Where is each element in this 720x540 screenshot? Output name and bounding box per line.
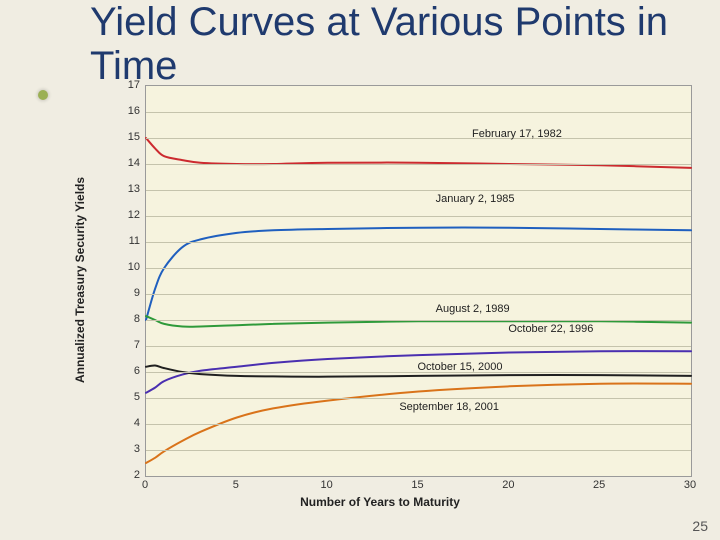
y-tick-label: 2	[116, 469, 140, 481]
x-tick-label: 25	[593, 479, 605, 491]
y-tick-label: 17	[116, 79, 140, 91]
y-tick-label: 10	[116, 261, 140, 273]
slide-title: Yield Curves at Various Points in Time	[90, 0, 690, 88]
grid-line	[146, 242, 691, 243]
grid-line	[146, 190, 691, 191]
y-tick-label: 5	[116, 391, 140, 403]
chart-svg	[146, 86, 691, 476]
x-tick-label: 5	[233, 479, 239, 491]
grid-line	[146, 450, 691, 451]
series-label: January 2, 1985	[436, 193, 515, 205]
y-tick-label: 9	[116, 287, 140, 299]
series-label: October 22, 1996	[508, 323, 593, 335]
grid-line	[146, 164, 691, 165]
y-tick-label: 7	[116, 339, 140, 351]
y-axis-label: Annualized Treasury Security Yields	[73, 177, 87, 383]
y-tick-label: 13	[116, 183, 140, 195]
bullet-icon	[38, 90, 48, 100]
x-tick-label: 10	[321, 479, 333, 491]
y-tick-label: 14	[116, 157, 140, 169]
grid-line	[146, 138, 691, 139]
grid-line	[146, 320, 691, 321]
y-tick-label: 8	[116, 313, 140, 325]
series-line	[146, 316, 691, 327]
y-tick-label: 3	[116, 443, 140, 455]
series-label: February 17, 1982	[472, 128, 562, 140]
yield-curve-chart: Annualized Treasury Security Yields Numb…	[60, 85, 700, 515]
x-tick-label: 0	[142, 479, 148, 491]
x-tick-label: 15	[411, 479, 423, 491]
grid-line	[146, 294, 691, 295]
grid-line	[146, 268, 691, 269]
grid-line	[146, 424, 691, 425]
y-tick-label: 4	[116, 417, 140, 429]
slide: Yield Curves at Various Points in Time A…	[0, 0, 720, 540]
y-tick-label: 11	[116, 235, 140, 247]
series-label: September 18, 2001	[399, 401, 499, 413]
series-label: October 15, 2000	[418, 361, 503, 373]
plot-area	[145, 85, 692, 477]
grid-line	[146, 346, 691, 347]
grid-line	[146, 398, 691, 399]
x-tick-label: 30	[684, 479, 696, 491]
grid-line	[146, 216, 691, 217]
y-tick-label: 12	[116, 209, 140, 221]
y-tick-label: 6	[116, 365, 140, 377]
grid-line	[146, 112, 691, 113]
slide-number: 25	[692, 518, 708, 534]
x-tick-label: 20	[502, 479, 514, 491]
y-tick-label: 16	[116, 105, 140, 117]
series-label: August 2, 1989	[436, 303, 510, 315]
x-axis-label: Number of Years to Maturity	[60, 495, 700, 509]
y-tick-label: 15	[116, 131, 140, 143]
